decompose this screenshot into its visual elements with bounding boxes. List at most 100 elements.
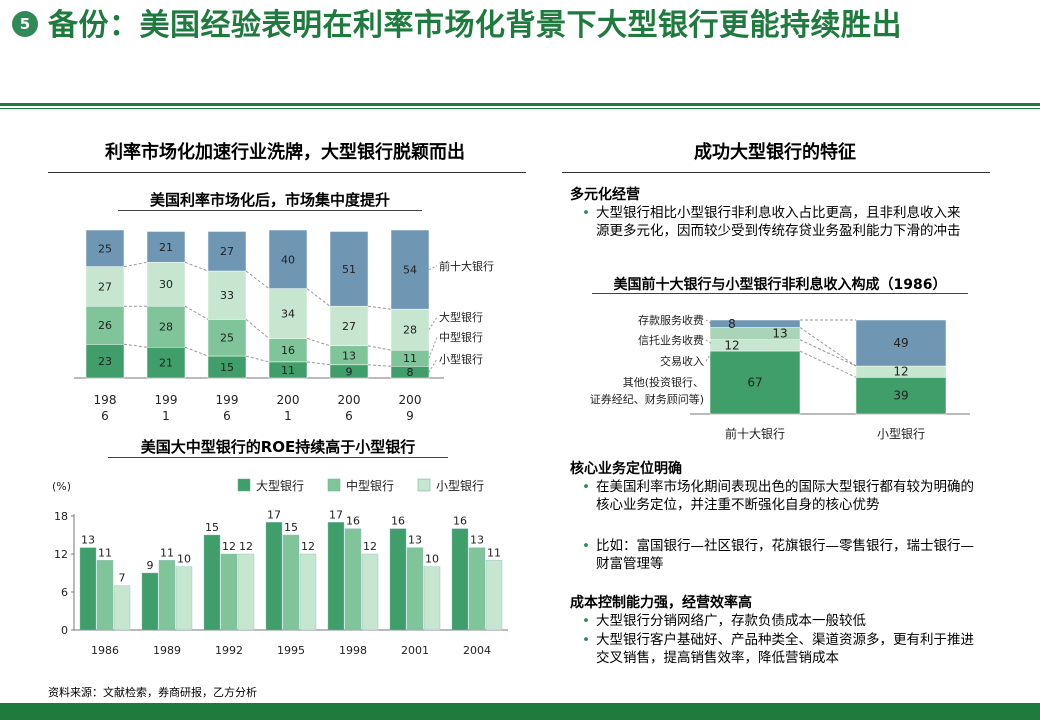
legend-swatch <box>237 478 251 492</box>
legend-label: 交易收入 <box>660 354 704 368</box>
data-label: 17 <box>267 508 281 521</box>
x-tick-label: 1995 <box>277 644 305 657</box>
bar <box>406 547 424 631</box>
data-label: 21 <box>159 357 173 370</box>
data-label: 12 <box>893 365 908 379</box>
connector-line <box>367 345 392 351</box>
bar <box>485 560 503 631</box>
data-label: 12 <box>724 338 739 352</box>
x-tick-label: 9 <box>406 409 414 423</box>
connector-line <box>306 361 331 366</box>
connector-line <box>123 343 148 348</box>
cost-control-bullet-1: 大型银行分销网络广，存款负债成本一般较低 <box>580 612 976 630</box>
bar <box>203 534 221 631</box>
nonint-chart: 前十大银行 小型银行 67 12 13 8 39 12 49 存款服务收费信托业务收费交易收入其他… <box>590 313 970 441</box>
bar-segment <box>85 305 125 345</box>
x-tick-label: 前十大银行 <box>725 426 785 441</box>
bar-segment <box>390 229 430 310</box>
data-label: 11 <box>98 546 112 559</box>
connector-line <box>245 319 270 339</box>
right-section-divider <box>562 172 990 173</box>
bar <box>113 585 131 631</box>
x-tick-label: 6 <box>101 409 109 423</box>
legend-label: 中型银行 <box>439 330 483 344</box>
bar <box>423 566 441 631</box>
x-tick-label: 199 <box>216 393 239 407</box>
data-label: 12 <box>301 540 315 553</box>
data-label: 28 <box>403 324 417 337</box>
nonint-chart-title: 美国前十大银行与小型银行非利息收入构成（1986） <box>613 277 947 293</box>
connector-line <box>184 346 209 357</box>
data-label: 9 <box>346 365 353 378</box>
core-business-bullet-1: 在美国利率市场化期间表现出色的国际大型银行都有较为明确的核心业务定位，并注重不断… <box>580 478 976 514</box>
connector-line <box>799 350 857 378</box>
data-label: 15 <box>205 521 219 534</box>
bar-segment <box>855 377 947 415</box>
data-label: 7 <box>119 572 126 585</box>
y-tick-label: 12 <box>54 548 68 561</box>
data-label: 26 <box>98 319 112 332</box>
nonint-title-underline <box>592 293 968 294</box>
data-label: 10 <box>425 553 439 566</box>
data-label: 13 <box>81 534 95 547</box>
data-label: 13 <box>408 534 422 547</box>
y-unit-label: (%) <box>52 480 71 493</box>
concentration-title-underline <box>118 210 422 211</box>
x-tick-label: 1998 <box>339 644 367 657</box>
concentration-chart: 2326272519862128302119911525332719961116… <box>74 229 494 423</box>
page-number-badge: 5 <box>12 11 38 37</box>
bar <box>451 528 469 631</box>
bar-segment <box>207 231 247 272</box>
data-label: 16 <box>391 515 405 528</box>
connector-line <box>184 261 209 272</box>
data-label: 28 <box>159 321 173 334</box>
data-label: 34 <box>281 308 295 321</box>
bar-segment <box>146 305 186 348</box>
data-label: 11 <box>403 352 417 365</box>
bar <box>79 547 97 631</box>
legend-leader <box>705 319 713 325</box>
connector-line <box>184 305 209 320</box>
data-label: 25 <box>98 242 112 255</box>
bar-segment <box>329 231 369 307</box>
x-tick-label: 1989 <box>153 644 181 657</box>
data-label: 49 <box>893 336 908 350</box>
legend-label: 存款服务收费 <box>638 313 704 327</box>
bar <box>265 522 283 631</box>
legend-label: 小型银行 <box>436 479 484 493</box>
legend-label: 大型银行 <box>439 310 483 324</box>
x-tick-label: 6 <box>345 409 353 423</box>
data-label: 67 <box>747 376 762 390</box>
data-label: 8 <box>728 317 736 331</box>
connector-line <box>367 305 392 310</box>
legend-label: 信托业务收费 <box>638 333 704 347</box>
x-tick-label: 200 <box>338 393 361 407</box>
data-label: 8 <box>407 366 414 379</box>
bar <box>344 528 362 631</box>
data-label: 16 <box>346 515 360 528</box>
bar <box>299 553 317 631</box>
x-tick-label: 200 <box>277 393 300 407</box>
data-label: 15 <box>284 521 298 534</box>
data-label: 11 <box>487 546 501 559</box>
x-tick-label: 小型银行 <box>877 427 925 441</box>
bar-segment <box>207 319 247 357</box>
data-label: 15 <box>220 361 234 374</box>
right-section-heading: 成功大型银行的特征 <box>694 142 856 163</box>
bar-segment <box>709 319 801 328</box>
connector-line <box>245 355 270 363</box>
x-tick-label: 1 <box>162 409 170 423</box>
bar-segment <box>146 346 186 379</box>
data-label: 27 <box>98 280 112 293</box>
diversified-bullet: 大型银行相比小型银行非利息收入占比更高，且非利息收入来源更多元化，因而较少受到传… <box>580 204 970 240</box>
x-tick-label: 2004 <box>463 644 491 657</box>
title-divider <box>0 103 1040 106</box>
core-business-heading: 核心业务定位明确 <box>570 461 682 477</box>
bar <box>468 547 486 631</box>
bar-segment <box>709 350 801 415</box>
bar <box>361 553 379 631</box>
x-tick-label: 6 <box>223 409 231 423</box>
bar-segment <box>85 344 125 379</box>
data-label: 12 <box>363 540 377 553</box>
